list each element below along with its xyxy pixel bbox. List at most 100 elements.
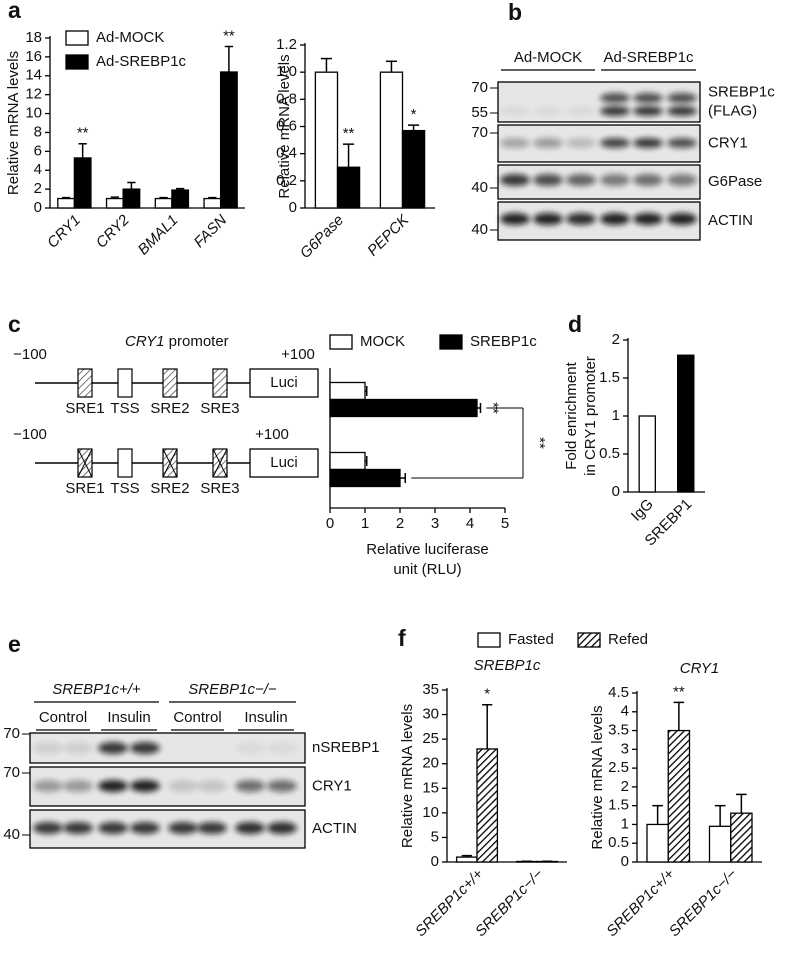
y-tick-label: 0 — [34, 199, 42, 216]
blot-group-label: Ad-SREBP1c — [603, 49, 694, 66]
panel-letter: a — [8, 0, 21, 23]
blot-group-label: SREBP1c+/+ — [52, 681, 141, 698]
blot-band — [600, 138, 630, 148]
construct-start: −100 — [13, 346, 47, 363]
blot-band — [667, 106, 697, 116]
blot-band — [600, 93, 630, 103]
blot-row-label: G6Pase — [708, 173, 762, 190]
diagram-title-text: promoter — [169, 333, 229, 350]
y-tick-label: 8 — [34, 123, 42, 140]
y-tick-label: 30 — [422, 706, 439, 723]
element-label: TSS — [110, 400, 139, 417]
bar — [330, 453, 365, 470]
panel-letter: e — [8, 631, 21, 657]
y-tick-label: 5 — [431, 828, 439, 845]
blot-band — [600, 106, 630, 116]
blot-band — [667, 174, 697, 186]
blot-band — [633, 213, 663, 225]
blot-band — [600, 213, 630, 225]
size-marker: 40 — [3, 826, 20, 843]
bar — [338, 167, 360, 208]
y-tick-label: 0 — [431, 853, 439, 870]
promoter-element — [118, 449, 132, 477]
legend-label: MOCK — [360, 333, 405, 350]
y-tick-label: 35 — [422, 681, 439, 698]
blot-band — [197, 780, 227, 792]
element-label: SRE2 — [150, 400, 189, 417]
y-tick-label: 14 — [25, 67, 42, 84]
chart-title: CRY1 — [680, 660, 719, 677]
blot-group-label: Ad-MOCK — [514, 49, 582, 66]
blot-row-label: SREBP1c — [708, 83, 775, 100]
element-label: SRE1 — [65, 480, 104, 497]
y-tick-label: 4 — [34, 161, 42, 178]
blot-row-label: (FLAG) — [708, 102, 757, 119]
y-tick-label: 20 — [422, 755, 439, 772]
promoter-element — [213, 369, 227, 397]
y-axis-label: Relative mRNA levels — [589, 705, 606, 849]
blot-row-label: CRY1 — [708, 134, 748, 151]
blot-band — [533, 174, 563, 186]
blot-band — [500, 138, 530, 148]
size-marker: 70 — [471, 79, 488, 96]
significance-label: * — [484, 686, 490, 703]
blot-band — [267, 780, 297, 792]
bar — [330, 383, 365, 400]
y-tick-label: 3 — [621, 740, 629, 757]
size-marker: 55 — [471, 104, 488, 121]
blot-band — [33, 822, 63, 834]
bar — [647, 824, 668, 862]
blot-band — [130, 822, 160, 834]
x-tick-label: 4 — [466, 515, 474, 532]
element-label: SRE3 — [200, 400, 239, 417]
y-axis-label: Relative mRNA levels — [399, 704, 416, 848]
legend-label: Ad-MOCK — [96, 29, 164, 46]
legend-swatch — [330, 335, 352, 349]
size-marker: 40 — [471, 179, 488, 196]
construct-start: −100 — [13, 426, 47, 443]
size-marker: 70 — [471, 124, 488, 141]
blot-band — [566, 213, 596, 225]
blot-lane-label: Control — [39, 709, 87, 726]
blot-band — [600, 174, 630, 186]
element-label: TSS — [110, 480, 139, 497]
y-tick-label: 2 — [612, 331, 620, 348]
blot-band — [168, 822, 198, 834]
y-tick-label: 2 — [34, 180, 42, 197]
blot-band — [500, 174, 530, 186]
diagram-gene: CRY1 — [125, 333, 164, 350]
bar — [477, 749, 497, 862]
blot-band — [98, 822, 128, 834]
blot-band — [633, 174, 663, 186]
y-tick-label: 0 — [612, 483, 620, 500]
y-tick-label: 18 — [25, 29, 42, 46]
blot-group-label: SREBP1c−/− — [188, 681, 277, 698]
diagram-title: CRY1 promoter — [125, 333, 229, 350]
y-tick-label: 1 — [621, 815, 629, 832]
bar — [330, 470, 400, 487]
promoter-element — [78, 369, 92, 397]
blot-band — [235, 822, 265, 834]
size-marker: 70 — [3, 764, 20, 781]
blot-band — [667, 93, 697, 103]
legend-swatch — [478, 633, 500, 647]
x-axis-label: Relative luciferase — [366, 541, 489, 558]
legend-swatch — [66, 31, 88, 45]
y-tick-label: 2 — [621, 778, 629, 795]
blot-band — [98, 780, 128, 792]
y-tick-label: 15 — [422, 779, 439, 796]
blot-band — [63, 742, 93, 754]
x-tick-label: 1 — [361, 515, 369, 532]
bar — [58, 199, 75, 208]
y-tick-label: 4 — [621, 703, 629, 720]
blot-band — [267, 742, 297, 754]
bar — [403, 131, 425, 208]
bar — [639, 416, 655, 492]
blot-band — [633, 106, 663, 116]
blot-band — [667, 138, 697, 148]
y-tick-label: 1 — [612, 407, 620, 424]
x-tick-label: 3 — [431, 515, 439, 532]
reporter-label: Luci — [270, 374, 298, 391]
y-tick-label: 2.5 — [608, 759, 629, 776]
